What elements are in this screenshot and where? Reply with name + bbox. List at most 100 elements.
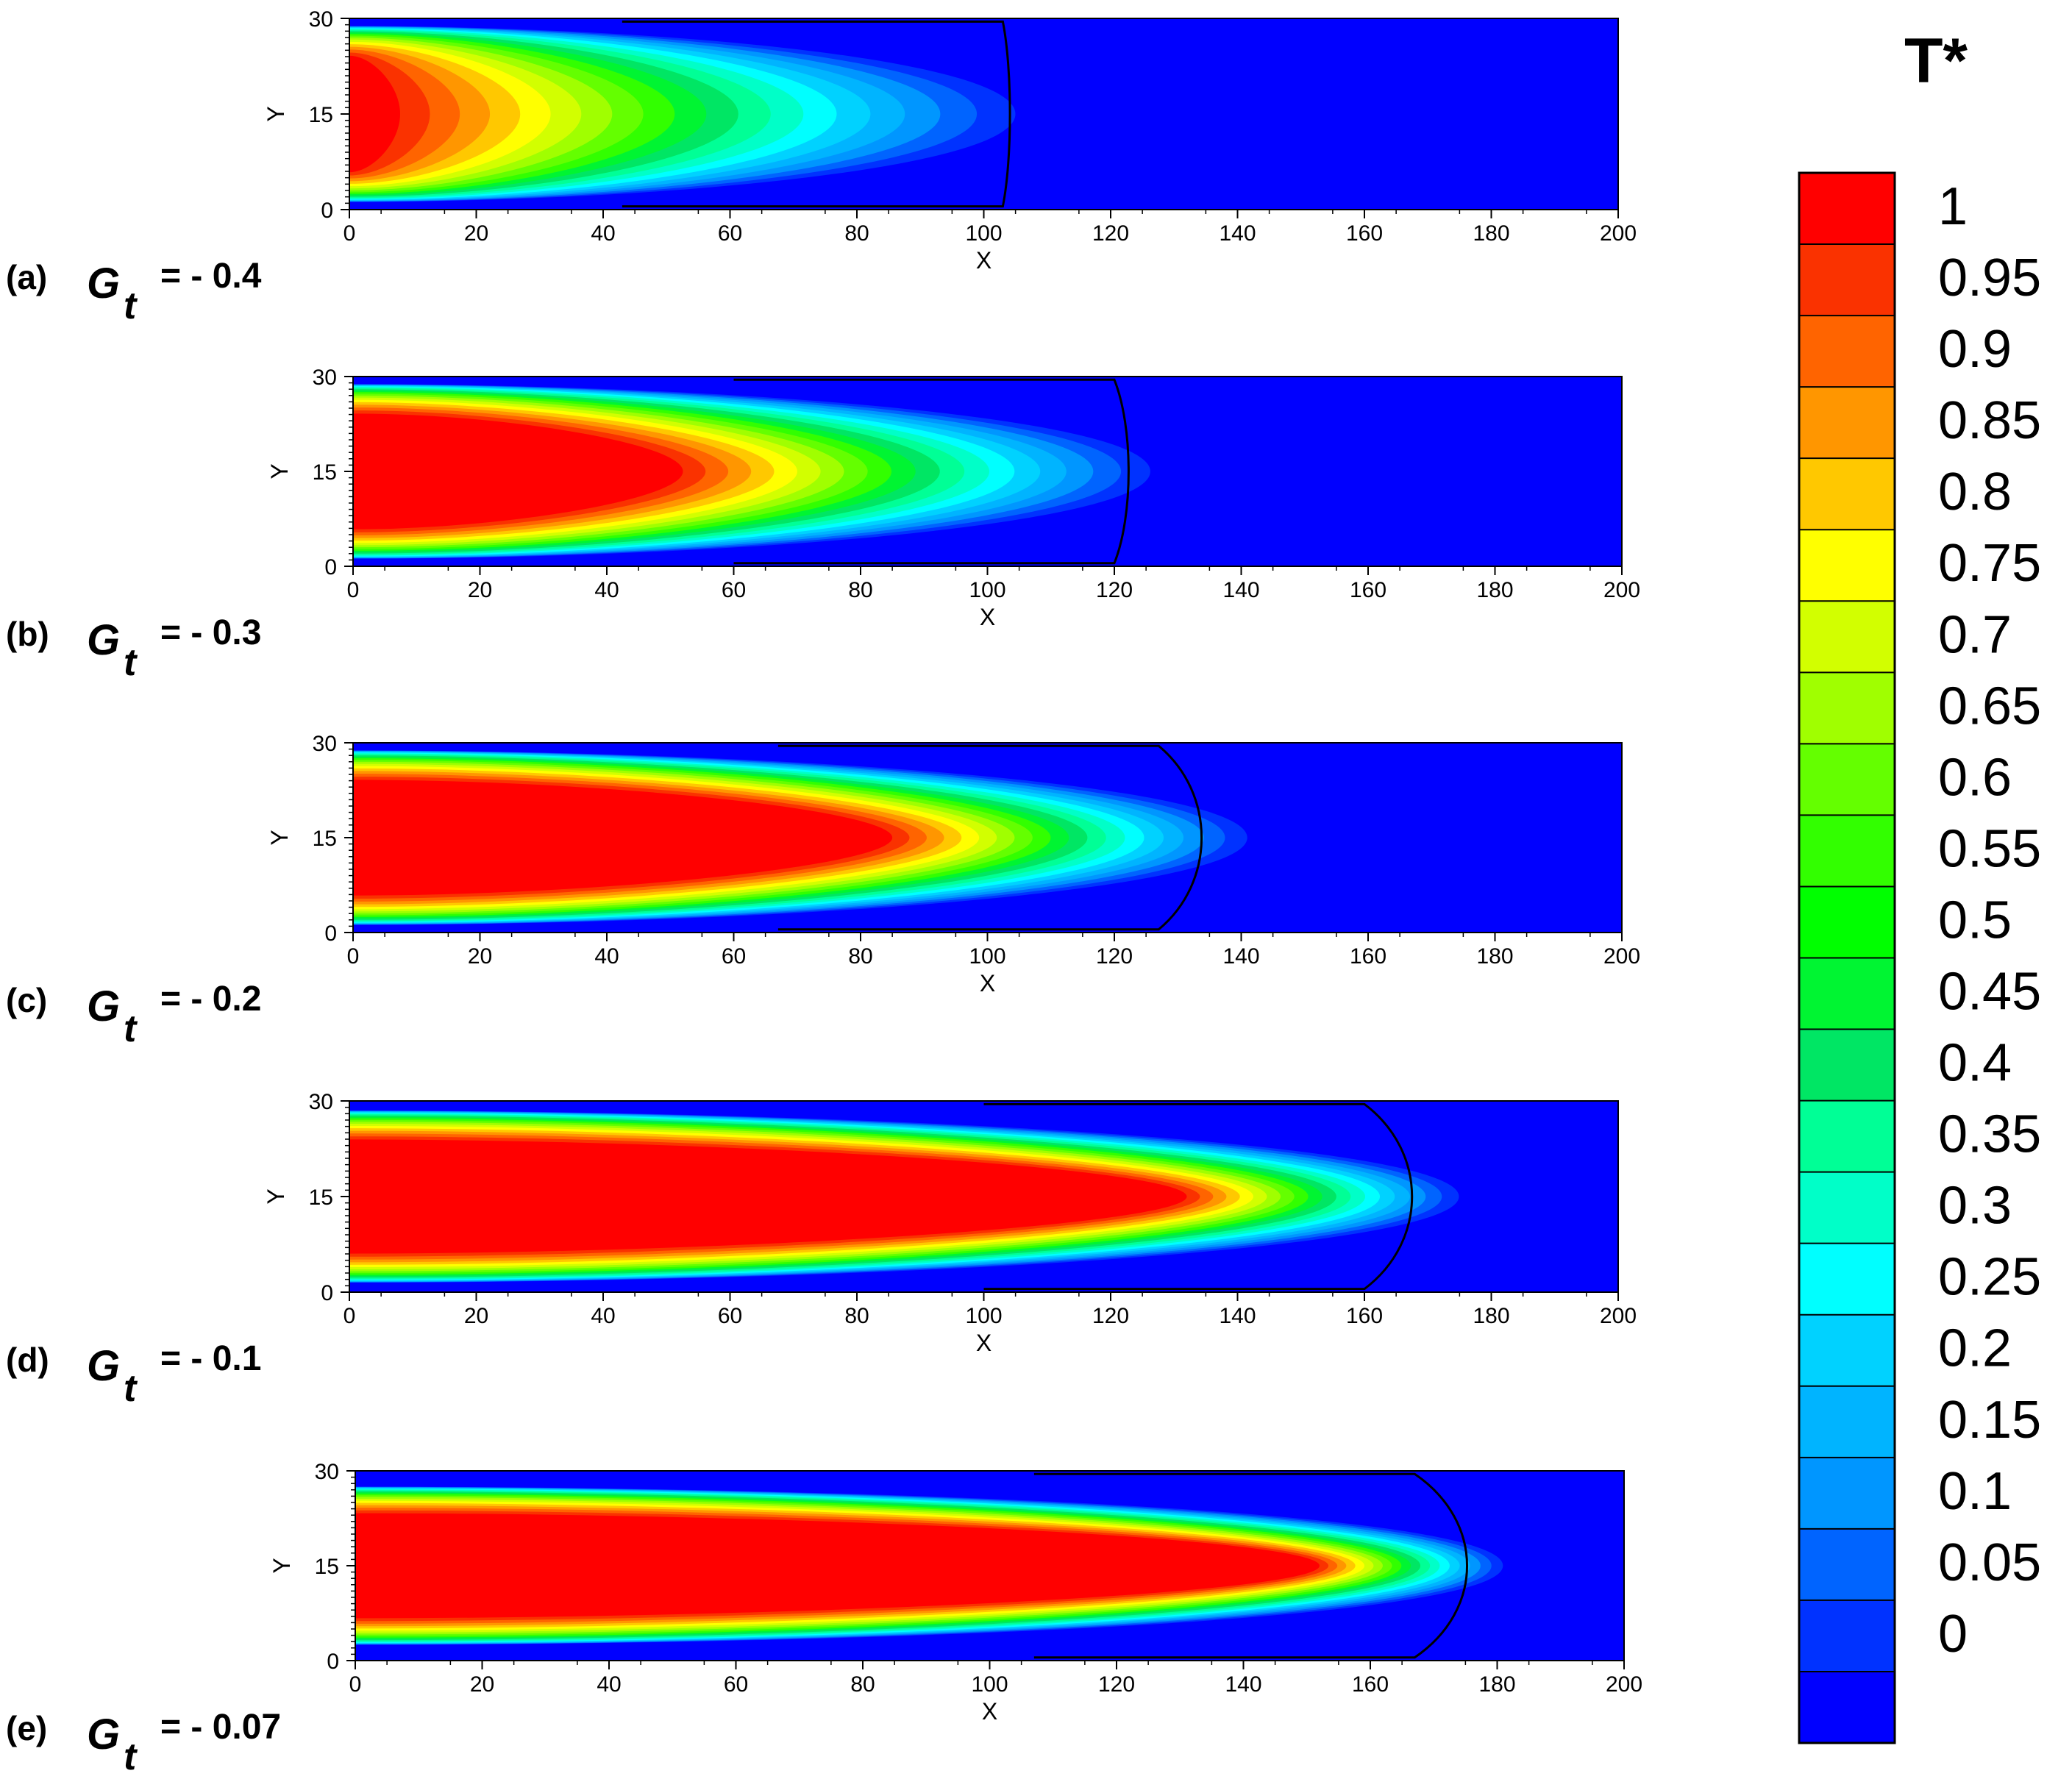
x-tick-label: 120	[1096, 944, 1133, 969]
x-tick-label: 100	[969, 578, 1005, 602]
y-tick-label: 0	[324, 921, 337, 946]
x-tick-label: 140	[1225, 1672, 1261, 1697]
panel-tag: (b)	[6, 615, 49, 653]
x-tick-label: 80	[848, 578, 872, 602]
colorbar-tick-label: 0.3	[1938, 1177, 2012, 1236]
y-axis-label: Y	[266, 830, 293, 845]
x-tick-label: 200	[1603, 578, 1640, 602]
colorbar-tick-label: 0.55	[1938, 819, 2041, 878]
colorbar: T* 1 0.95 0.9 0.85 0.8 0.75 0.7 0.65 0.6 0.55 0.5 0…	[1798, 26, 2041, 1744]
temperature-field	[353, 378, 1150, 565]
colorbar-swatch	[1799, 958, 1895, 1030]
front-line	[983, 1102, 1414, 1291]
panel-tag: (e)	[6, 1709, 47, 1747]
panel-tag: (d)	[6, 1341, 49, 1379]
x-tick-label: 180	[1473, 221, 1509, 246]
x-tick-label: 0	[347, 578, 360, 602]
contour-band	[349, 55, 400, 173]
temperature-field	[349, 1102, 1459, 1291]
param-subscript: t	[124, 641, 138, 684]
param-value: = - 0.2	[160, 980, 261, 1019]
y-tick-label: 30	[313, 732, 337, 756]
colorbar-tick-label: 0.9	[1938, 320, 2012, 379]
contour-band	[355, 1513, 1320, 1619]
temperature-field	[353, 744, 1247, 931]
y-tick-label: 30	[313, 366, 337, 390]
colorbar-swatch	[1799, 1528, 1895, 1601]
panel-tag: (a)	[6, 258, 47, 296]
y-tick-label: 0	[324, 555, 337, 580]
panel-tag: (c)	[6, 981, 47, 1019]
y-tick-label: 30	[309, 7, 333, 32]
x-tick-label: 140	[1219, 1304, 1256, 1328]
colorbar-swatch	[1799, 1243, 1895, 1316]
colorbar-tick-label: 0.95	[1938, 249, 2041, 307]
x-axis-label: X	[982, 1698, 997, 1725]
y-axis-label: Y	[263, 1188, 289, 1204]
colorbar-tick-label: 0.8	[1938, 463, 2012, 521]
x-tick-label: 20	[468, 578, 492, 602]
y-axis-label: Y	[266, 463, 293, 479]
x-tick-label: 160	[1346, 1304, 1383, 1328]
colorbar-swatch	[1799, 1172, 1895, 1244]
x-tick-label: 40	[594, 944, 619, 969]
colorbar-swatch	[1799, 744, 1895, 816]
x-tick-label: 60	[718, 1304, 742, 1328]
colorbar-tick-label: 0.2	[1938, 1319, 2012, 1378]
colorbar-border	[1798, 171, 1896, 1744]
x-tick-label: 120	[1092, 1304, 1129, 1328]
param-value: = - 0.4	[160, 257, 262, 296]
x-tick-label: 40	[591, 221, 615, 246]
x-tick-label: 0	[347, 944, 360, 969]
x-tick-label: 60	[718, 221, 742, 246]
x-tick-label: 140	[1219, 221, 1256, 246]
y-tick-label: 30	[315, 1460, 339, 1484]
x-tick-label: 180	[1473, 1304, 1509, 1328]
param-symbol: G	[87, 260, 120, 307]
x-tick-label: 120	[1092, 221, 1129, 246]
colorbar-tick-label: 0.1	[1938, 1462, 2012, 1521]
colorbar-swatch	[1799, 1100, 1895, 1173]
param-subscript: t	[124, 285, 138, 327]
param-value: = - 0.07	[160, 1708, 281, 1747]
param-value: = - 0.3	[160, 613, 261, 652]
x-axis-label: X	[980, 604, 995, 630]
x-tick-label: 120	[1096, 578, 1133, 602]
x-tick-label: 100	[969, 944, 1005, 969]
contour-band	[353, 780, 893, 896]
colorbar-swatch	[1799, 1600, 1895, 1672]
colorbar-swatch	[1799, 1386, 1895, 1458]
colorbar-swatch	[1799, 173, 1895, 245]
x-axis-label: X	[980, 970, 995, 997]
x-axis-label: X	[976, 1330, 992, 1356]
colorbar-swatch	[1799, 1457, 1895, 1530]
colorbar-tick-label: 0.65	[1938, 677, 2041, 735]
param-subscript: t	[124, 1367, 138, 1410]
x-tick-label: 200	[1600, 221, 1637, 246]
param-symbol: G	[87, 616, 120, 664]
colorbar-tick-label: 0.35	[1938, 1105, 2041, 1164]
colorbar-tick-label: 0.85	[1938, 391, 2041, 450]
x-tick-label: 140	[1222, 944, 1259, 969]
x-tick-label: 60	[724, 1672, 748, 1697]
colorbar-swatch	[1799, 1029, 1895, 1102]
x-tick-label: 140	[1222, 578, 1259, 602]
colorbar-tick-label: 0.4	[1938, 1034, 2012, 1093]
x-tick-label: 80	[848, 944, 872, 969]
y-tick-label: 30	[309, 1090, 333, 1114]
colorbar-swatch	[1799, 387, 1895, 459]
param-subscript: t	[124, 1008, 138, 1050]
y-tick-label: 15	[315, 1555, 339, 1579]
x-tick-label: 20	[464, 221, 488, 246]
y-tick-label: 15	[309, 103, 333, 127]
x-tick-label: 100	[965, 1304, 1002, 1328]
colorbar-swatch	[1799, 672, 1895, 744]
colorbar-swatch	[1799, 601, 1895, 673]
x-tick-label: 80	[844, 1304, 869, 1328]
colorbar-tick-label: 0.25	[1938, 1248, 2041, 1307]
